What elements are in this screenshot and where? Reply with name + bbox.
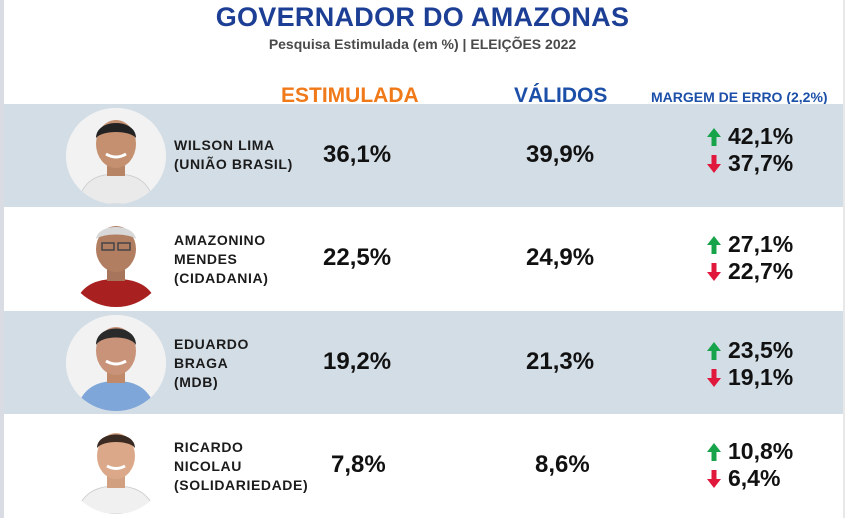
arrow-down-icon	[707, 368, 721, 387]
estimulada-value: 22,5%	[323, 244, 392, 271]
arrow-down-icon	[707, 469, 721, 488]
right-border	[843, 0, 845, 518]
margin-upper: 42,1%	[728, 123, 794, 149]
table-row: EDUARDO BRAGA (MDB) 19,2% 21,3% 23,5% 19…	[4, 311, 843, 414]
margin-range: 27,1% 22,7%	[706, 231, 793, 285]
candidate-name: RICARDO NICOLAU (SOLIDARIEDADE)	[174, 439, 309, 493]
column-header-validos: VÁLIDOS	[514, 84, 608, 107]
validos-value: 8,6%	[535, 451, 590, 478]
margin-range: 23,5% 19,1%	[706, 337, 793, 391]
candidate-photo	[66, 211, 166, 307]
candidate-photo	[66, 418, 166, 514]
arrow-down-icon	[707, 262, 721, 281]
arrow-up-icon	[707, 341, 721, 360]
validos-value: 24,9%	[526, 244, 595, 271]
estimulada-value: 19,2%	[323, 348, 392, 375]
margin-lower: 37,7%	[728, 150, 794, 176]
candidate-name: WILSON LIMA (UNIÃO BRASIL)	[174, 137, 293, 172]
candidate-photo	[66, 108, 166, 204]
column-header-margem: MARGEM DE ERRO (2,2%)	[651, 89, 828, 105]
estimulada-value: 7,8%	[331, 451, 386, 478]
validos-value: 21,3%	[526, 348, 595, 375]
validos-value: 39,9%	[526, 141, 595, 168]
arrow-up-icon	[707, 235, 721, 254]
table-row: RICARDO NICOLAU (SOLIDARIEDADE) 7,8% 8,6…	[4, 414, 843, 517]
left-border	[0, 0, 4, 518]
margin-upper: 27,1%	[728, 231, 794, 257]
column-header-estimulada: ESTIMULADA	[281, 84, 419, 107]
margin-lower: 6,4%	[728, 465, 781, 491]
table-row: WILSON LIMA (UNIÃO BRASIL) 36,1% 39,9% 4…	[4, 104, 843, 207]
margin-lower: 19,1%	[728, 364, 794, 390]
estimulada-value: 36,1%	[323, 141, 392, 168]
margin-upper: 23,5%	[728, 337, 794, 363]
candidate-name: EDUARDO BRAGA (MDB)	[174, 336, 249, 390]
margin-range: 42,1% 37,7%	[706, 123, 793, 177]
margin-upper: 10,8%	[728, 438, 794, 464]
arrow-up-icon	[707, 127, 721, 146]
arrow-up-icon	[707, 442, 721, 461]
margin-range: 10,8% 6,4%	[706, 438, 793, 492]
table-row: AMAZONINO MENDES (CIDADANIA) 22,5% 24,9%…	[4, 207, 843, 310]
page-title: GOVERNADOR DO AMAZONAS	[215, 2, 630, 32]
arrow-down-icon	[707, 154, 721, 173]
page-subtitle: Pesquisa Estimulada (em %) | ELEIÇÕES 20…	[268, 36, 577, 52]
candidate-photo	[66, 315, 166, 411]
candidate-name: AMAZONINO MENDES (CIDADANIA)	[174, 232, 269, 286]
margin-lower: 22,7%	[728, 258, 794, 284]
